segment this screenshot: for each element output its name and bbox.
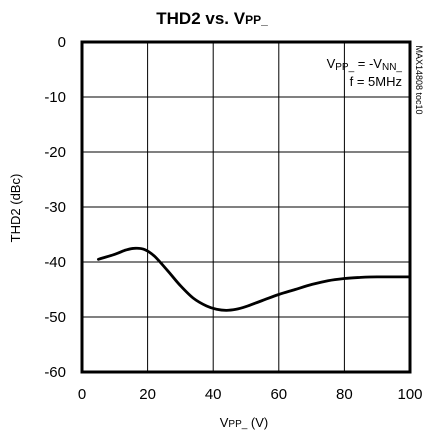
x-tick-label: 80 bbox=[336, 386, 353, 403]
series-line bbox=[97, 246, 412, 312]
plot-frame bbox=[80, 40, 412, 374]
chart-title: THD2 vs. VPP_ bbox=[156, 9, 268, 28]
annotation-line-2: f = 5MHz bbox=[350, 74, 402, 89]
x-tick-label: 40 bbox=[205, 386, 222, 403]
grid bbox=[82, 42, 410, 372]
y-tick-label: 0 bbox=[58, 34, 66, 51]
annotation-line-1: VPP_ = -VNN_ bbox=[327, 56, 403, 73]
y-tick-label: -10 bbox=[44, 89, 66, 106]
x-tick-label: 0 bbox=[78, 386, 86, 403]
y-tick-label: -60 bbox=[44, 364, 66, 381]
x-tick-label: 100 bbox=[397, 386, 422, 403]
y-axis-ticks: 0 -10 -20 -30 -40 -50 -60 bbox=[44, 34, 66, 381]
y-tick-label: -20 bbox=[44, 144, 66, 161]
x-axis-ticks: 0 20 40 60 80 100 bbox=[78, 386, 423, 403]
y-tick-label: -50 bbox=[44, 309, 66, 326]
x-tick-label: 20 bbox=[139, 386, 156, 403]
y-tick-label: -40 bbox=[44, 254, 66, 271]
y-tick-label: -30 bbox=[44, 199, 66, 216]
x-axis-label: VPP_ (V) bbox=[220, 415, 269, 430]
figure-id: MAX14808 toc10 bbox=[414, 45, 424, 114]
y-axis-label: THD2 (dBc) bbox=[8, 174, 23, 243]
x-tick-label: 60 bbox=[270, 386, 287, 403]
